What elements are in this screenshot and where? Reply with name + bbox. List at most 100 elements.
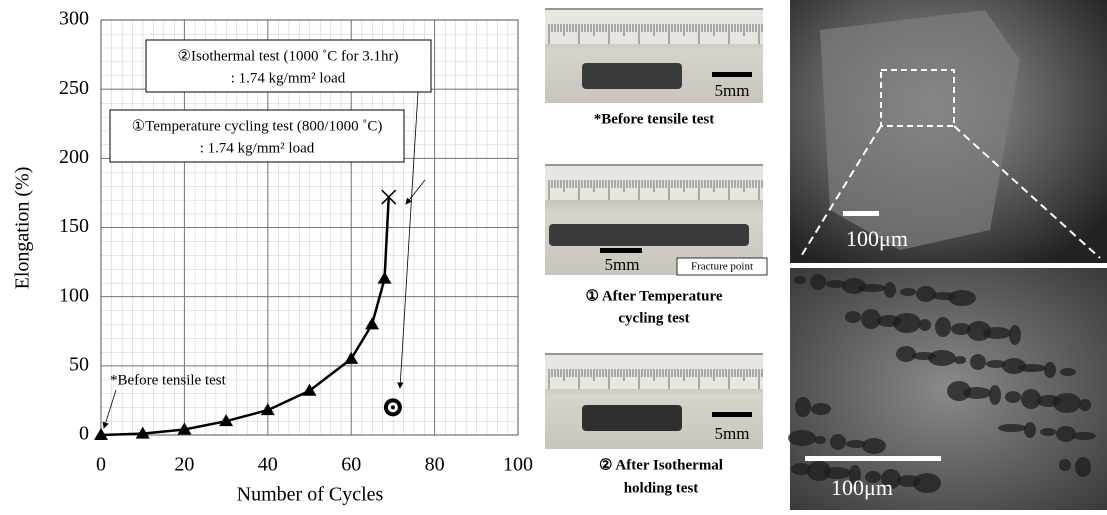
y-tick-label: 300 xyxy=(59,8,89,30)
scale-label: 100μm xyxy=(846,226,908,251)
pore xyxy=(858,284,886,292)
label-box xyxy=(676,257,768,276)
marker xyxy=(381,189,397,205)
marker xyxy=(344,351,359,364)
marker xyxy=(383,398,402,417)
marker xyxy=(302,383,317,396)
x-tick-label: 100 xyxy=(503,454,533,476)
pore xyxy=(788,430,816,446)
pore xyxy=(951,323,971,335)
photo-caption: holding test xyxy=(624,480,699,496)
annotation-box xyxy=(109,109,405,163)
annotation-text: : 1.74 kg/mm² load xyxy=(200,140,315,156)
pore xyxy=(795,397,811,417)
marker-dot xyxy=(390,405,395,410)
y-tick-label: 150 xyxy=(59,215,89,237)
pore xyxy=(948,290,976,306)
x-tick-label: 40 xyxy=(258,454,278,476)
pore xyxy=(919,319,931,331)
annotation-text: : 1.74 kg/mm² load xyxy=(231,70,346,86)
pore xyxy=(1079,399,1091,411)
pore xyxy=(810,274,826,290)
photo-caption: ② After Isothermal xyxy=(599,457,723,473)
pore xyxy=(900,288,916,296)
x-tick-label: 0 xyxy=(96,454,106,476)
pore xyxy=(970,354,986,370)
annotation-text: ②Isothermal test (1000 ˚C for 3.1hr) xyxy=(178,48,399,64)
specimen xyxy=(582,63,682,89)
scale-bar xyxy=(805,456,941,461)
ruler xyxy=(545,166,763,200)
photo-cycling: 5mm Fracture point ① After Temperature c… xyxy=(545,164,768,326)
pore xyxy=(1056,426,1076,442)
pore xyxy=(1075,457,1091,477)
pore xyxy=(1018,364,1046,372)
pore xyxy=(794,276,806,284)
specimen xyxy=(549,224,749,246)
specimen xyxy=(582,405,682,431)
annotation-text: *Before tensile test xyxy=(110,372,227,388)
photo-isothermal: 5mm ② After Isothermal holding test xyxy=(545,353,763,496)
marker xyxy=(260,403,275,416)
zoom-line xyxy=(953,125,1101,259)
pore xyxy=(983,327,1011,339)
ruler xyxy=(545,355,763,389)
plot-frame xyxy=(100,19,519,436)
annotation-text: ①Temperature cycling test (800/1000 ˚C) xyxy=(132,118,383,134)
y-tick-label: 50 xyxy=(69,353,89,375)
pore xyxy=(1024,422,1036,438)
y-tick-label: 200 xyxy=(59,146,89,168)
marker xyxy=(219,414,234,427)
scale-bar xyxy=(600,248,642,253)
scale-label: 5mm xyxy=(715,81,750,100)
pore xyxy=(865,471,881,483)
scale-label: 100μm xyxy=(831,475,893,500)
photo-caption: *Before tensile test xyxy=(594,111,715,127)
pore xyxy=(861,309,881,329)
scale-bar xyxy=(712,412,752,417)
annotation-box xyxy=(145,39,432,93)
pore xyxy=(954,356,966,364)
annotation-cycling: ①Temperature cycling test (800/1000 ˚C) … xyxy=(109,109,405,163)
pore xyxy=(884,282,896,298)
sem-texture xyxy=(820,10,1020,250)
scale-bar xyxy=(712,72,752,77)
photo-before: 5mm *Before tensile test xyxy=(545,8,763,127)
pore xyxy=(928,350,956,366)
pore xyxy=(893,313,921,333)
pore xyxy=(814,436,826,444)
pore xyxy=(963,387,991,399)
arrow xyxy=(102,389,117,429)
marker xyxy=(135,426,150,439)
annotation-isothermal: ②Isothermal test (1000 ˚C for 3.1hr) : 1… xyxy=(145,39,432,93)
sem-top: 100μm xyxy=(790,0,1107,263)
pore xyxy=(862,438,886,454)
label: Fracture point xyxy=(691,261,753,273)
pore xyxy=(1059,459,1071,471)
pore xyxy=(1072,432,1096,440)
marker xyxy=(177,422,192,435)
scale-label: 5mm xyxy=(715,424,750,443)
series-line xyxy=(100,197,390,437)
pore xyxy=(830,434,846,450)
x-tick-label: 20 xyxy=(174,454,194,476)
scale-label: 5mm xyxy=(605,255,640,274)
pore xyxy=(916,286,936,302)
marker xyxy=(377,271,392,284)
pore xyxy=(846,440,866,448)
photo-caption: cycling test xyxy=(618,310,689,326)
x-axis-label: Number of Cycles xyxy=(237,484,384,506)
pore xyxy=(913,473,941,493)
pore xyxy=(1021,389,1041,409)
pore xyxy=(1009,325,1021,345)
pore xyxy=(986,360,1006,368)
pore xyxy=(823,467,851,479)
pore xyxy=(998,424,1026,432)
pore xyxy=(935,317,951,337)
pore xyxy=(791,463,811,475)
y-tick-label: 0 xyxy=(79,423,89,445)
pore xyxy=(989,385,1001,405)
y-axis-label: Elongation (%) xyxy=(12,167,34,290)
